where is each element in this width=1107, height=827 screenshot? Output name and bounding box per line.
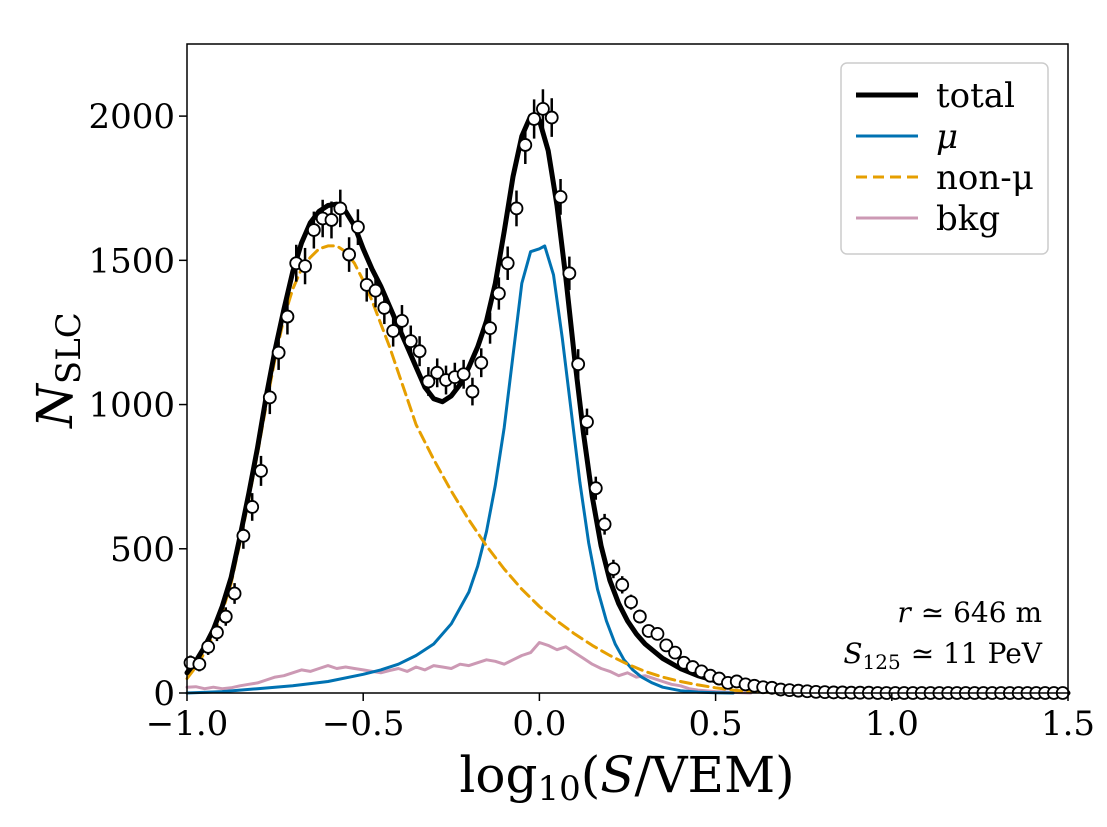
data-point — [227, 586, 242, 601]
data-point — [553, 189, 568, 204]
data-point — [201, 639, 216, 654]
legend-label-non-mu: non-μ — [936, 158, 1034, 198]
annotation-energy: S125 ≃ 11 PeV — [843, 637, 1042, 674]
data-point — [500, 256, 515, 271]
y-tick-label: 1000 — [88, 386, 175, 426]
x-axis: −1.0 −0.5 0.0 0.5 1.0 1.5 — [146, 693, 1095, 744]
data-point — [271, 345, 286, 360]
data-point — [544, 110, 559, 125]
x-tick-label: 0.0 — [512, 704, 566, 744]
data-point — [192, 657, 207, 672]
data-point — [518, 138, 533, 152]
y-tick-label: 2000 — [88, 97, 175, 137]
data-point — [218, 609, 233, 624]
x-tick-label: −1.0 — [146, 704, 229, 744]
legend-box — [840, 62, 1049, 255]
data-point — [377, 301, 392, 315]
data-point — [351, 220, 365, 235]
data-point — [536, 102, 550, 116]
data-point — [430, 365, 445, 380]
data-point — [342, 247, 357, 262]
data-point — [245, 500, 260, 514]
data-point — [474, 355, 489, 370]
series-line-total — [184, 113, 1071, 696]
data-point — [615, 577, 630, 592]
legend-label-total: total — [936, 76, 1015, 116]
data-point — [280, 309, 295, 324]
data-point — [412, 344, 427, 359]
y-tick-label: 500 — [110, 530, 175, 570]
data-point — [571, 357, 586, 372]
data-point — [491, 286, 506, 301]
data-point — [597, 517, 612, 532]
data-point — [421, 374, 436, 389]
y-tick-label: 0 — [153, 674, 175, 714]
data-point — [262, 390, 277, 405]
data-point — [659, 638, 674, 653]
data-point — [368, 283, 383, 298]
data-point — [527, 112, 542, 126]
series-line-mu — [185, 244, 735, 695]
legend-label-bkg: bkg — [936, 199, 1000, 239]
x-tick-label: 1.0 — [865, 704, 919, 744]
x-tick-label: 1.5 — [1041, 704, 1095, 744]
annotation-distance: r ≃ 646 m — [897, 596, 1042, 629]
data-point — [386, 324, 401, 338]
data-point — [509, 201, 524, 216]
data-point — [254, 463, 268, 478]
x-tick-label: 0.5 — [689, 704, 743, 744]
data-point — [456, 367, 471, 382]
legend-label-mu: μ — [936, 117, 958, 157]
data-point — [562, 266, 577, 281]
data-point — [668, 645, 682, 660]
data-point — [324, 213, 339, 227]
x-axis-title: log10(S/VEM) — [459, 746, 794, 809]
data-point — [606, 562, 621, 576]
data-point — [650, 626, 665, 641]
data-point — [403, 334, 418, 348]
y-tick-label: 1500 — [88, 241, 175, 281]
data-point — [236, 528, 251, 543]
data-point — [588, 481, 603, 496]
y-axis-title: NSLC — [26, 312, 89, 429]
data-point — [465, 384, 480, 399]
y-axis: 0 500 1000 1500 2000 — [88, 97, 187, 714]
plot-frame — [186, 43, 1069, 694]
series-line-bkg — [185, 641, 753, 695]
data-point — [298, 259, 312, 274]
data-point — [395, 314, 409, 328]
legend: total μ non-μ bkg — [840, 62, 1049, 255]
data-points — [183, 89, 1070, 700]
data-point — [624, 595, 638, 610]
x-tick-label: −0.5 — [322, 704, 405, 744]
data-point — [333, 201, 348, 216]
data-point — [210, 625, 224, 640]
data-point — [632, 609, 647, 624]
data-point — [306, 223, 321, 237]
data-point — [580, 414, 594, 429]
data-point — [483, 321, 497, 336]
